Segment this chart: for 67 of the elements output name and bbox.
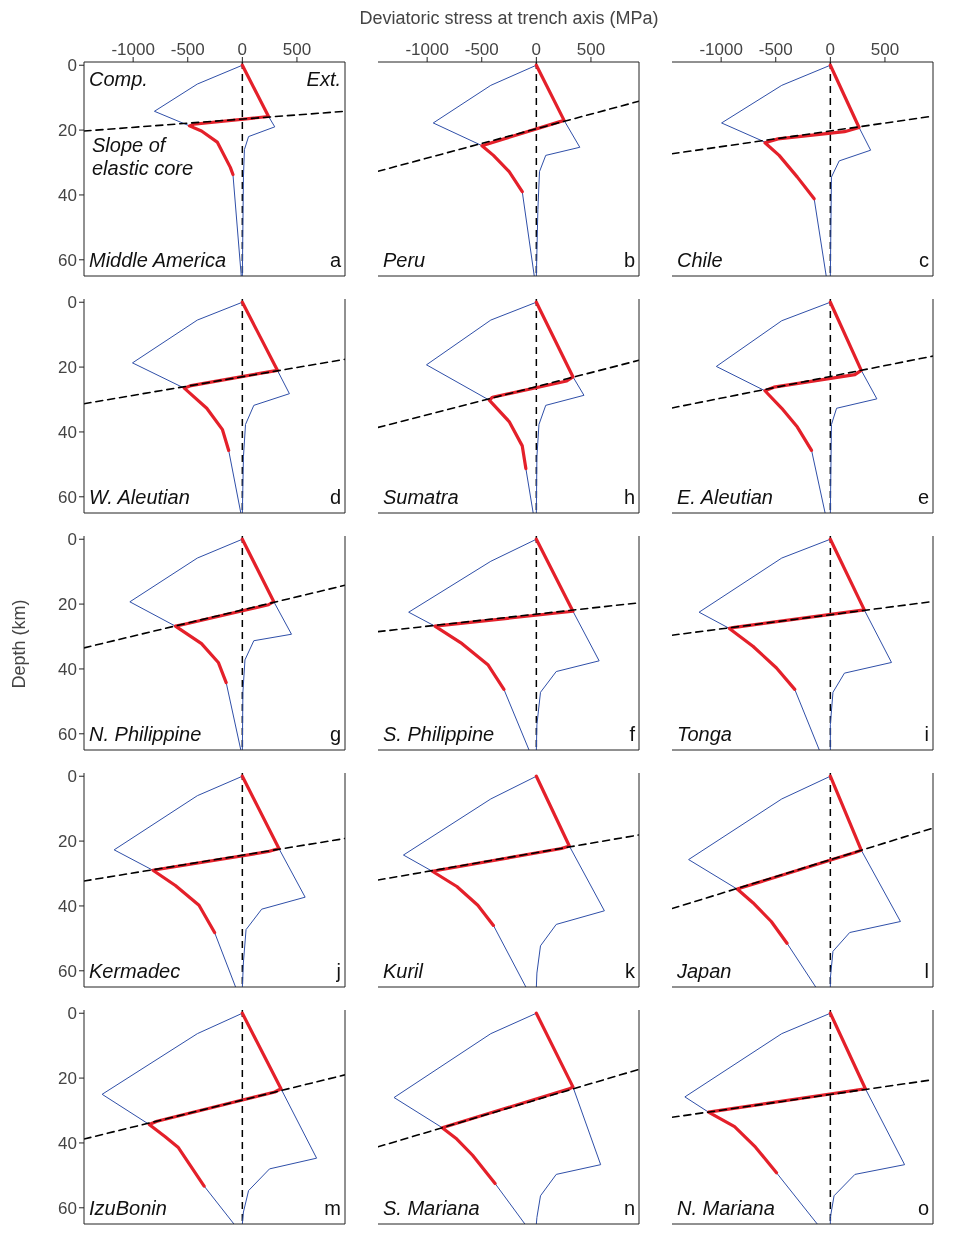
x-tick-label: 0	[825, 40, 836, 59]
annotation: c	[919, 249, 929, 272]
y-tick-label: 20	[58, 358, 77, 378]
x-axis-title: Deviatoric stress at trench axis (MPa)	[359, 8, 659, 29]
y-tick-label: 20	[58, 1069, 77, 1089]
x-tick-label: -1000	[111, 40, 155, 59]
x-tick-label: 500	[576, 40, 606, 59]
text: E. Aleutian	[677, 486, 773, 509]
text: S. Mariana	[383, 1197, 480, 1220]
y-axis-title: Depth (km)	[8, 598, 30, 689]
text: Peru	[383, 249, 426, 272]
x-tick-label: -500	[758, 40, 793, 59]
y-tick-label: 40	[58, 896, 77, 916]
y-tick-label: 60	[58, 250, 77, 270]
y-tick-label: 0	[67, 1004, 77, 1024]
y-tick-label: 40	[58, 1133, 77, 1153]
y-tick-label: 20	[58, 595, 77, 615]
y-tick-label: 60	[58, 724, 77, 744]
text: Kermadec	[89, 960, 181, 983]
annotation: o	[917, 1197, 929, 1220]
text: IzuBonin	[89, 1197, 167, 1220]
annotation: k	[625, 960, 635, 983]
text: Sumatra	[383, 486, 459, 509]
text: Chile	[677, 249, 723, 272]
y-tick-label: 40	[58, 422, 77, 442]
text: Japan	[677, 960, 732, 983]
annotation: e	[917, 486, 929, 509]
annotation: Comp.	[89, 68, 148, 91]
annotation: a	[329, 249, 341, 272]
annotation: m	[324, 1197, 341, 1220]
text: Middle America	[89, 249, 227, 272]
y-tick-label: 40	[58, 659, 77, 679]
y-tick-label: 0	[67, 56, 77, 76]
text: Kuril	[383, 960, 424, 983]
x-tick-label: -1000	[405, 40, 449, 59]
x-tick-label: 500	[282, 40, 312, 59]
y-tick-label: 60	[58, 487, 77, 507]
y-tick-label: 40	[58, 185, 77, 205]
y-tick-label: 0	[67, 530, 77, 550]
x-tick-label: 500	[870, 40, 900, 59]
text: N. Philippine	[89, 723, 202, 746]
annotation: Ext.	[306, 68, 341, 91]
x-tick-label: 0	[237, 40, 248, 59]
annotation: d	[329, 486, 341, 509]
text: W. Aleutian	[89, 486, 190, 509]
x-tick-label: -500	[464, 40, 499, 59]
annotation: g	[329, 723, 341, 746]
x-tick-label: 0	[531, 40, 542, 59]
annotation: n	[623, 1197, 635, 1220]
y-tick-label: 0	[67, 293, 77, 313]
annotation: l	[924, 960, 929, 983]
annotation: Slope of elastic core	[92, 134, 195, 180]
annotation: f	[629, 723, 635, 746]
annotation: j	[336, 960, 341, 983]
y-tick-label: 0	[67, 767, 77, 787]
text: S. Philippine	[383, 723, 495, 746]
x-tick-label: -500	[170, 40, 205, 59]
annotation: h	[623, 486, 635, 509]
y-tick-label: 20	[58, 832, 77, 852]
text: Tonga	[677, 723, 732, 746]
annotation: i	[924, 723, 929, 746]
y-tick-label: 20	[58, 121, 77, 141]
x-tick-label: -1000	[699, 40, 743, 59]
y-tick-label: 60	[58, 1198, 77, 1218]
text: N. Mariana	[677, 1197, 775, 1220]
annotation: b	[623, 249, 635, 272]
y-tick-label: 60	[58, 961, 77, 981]
